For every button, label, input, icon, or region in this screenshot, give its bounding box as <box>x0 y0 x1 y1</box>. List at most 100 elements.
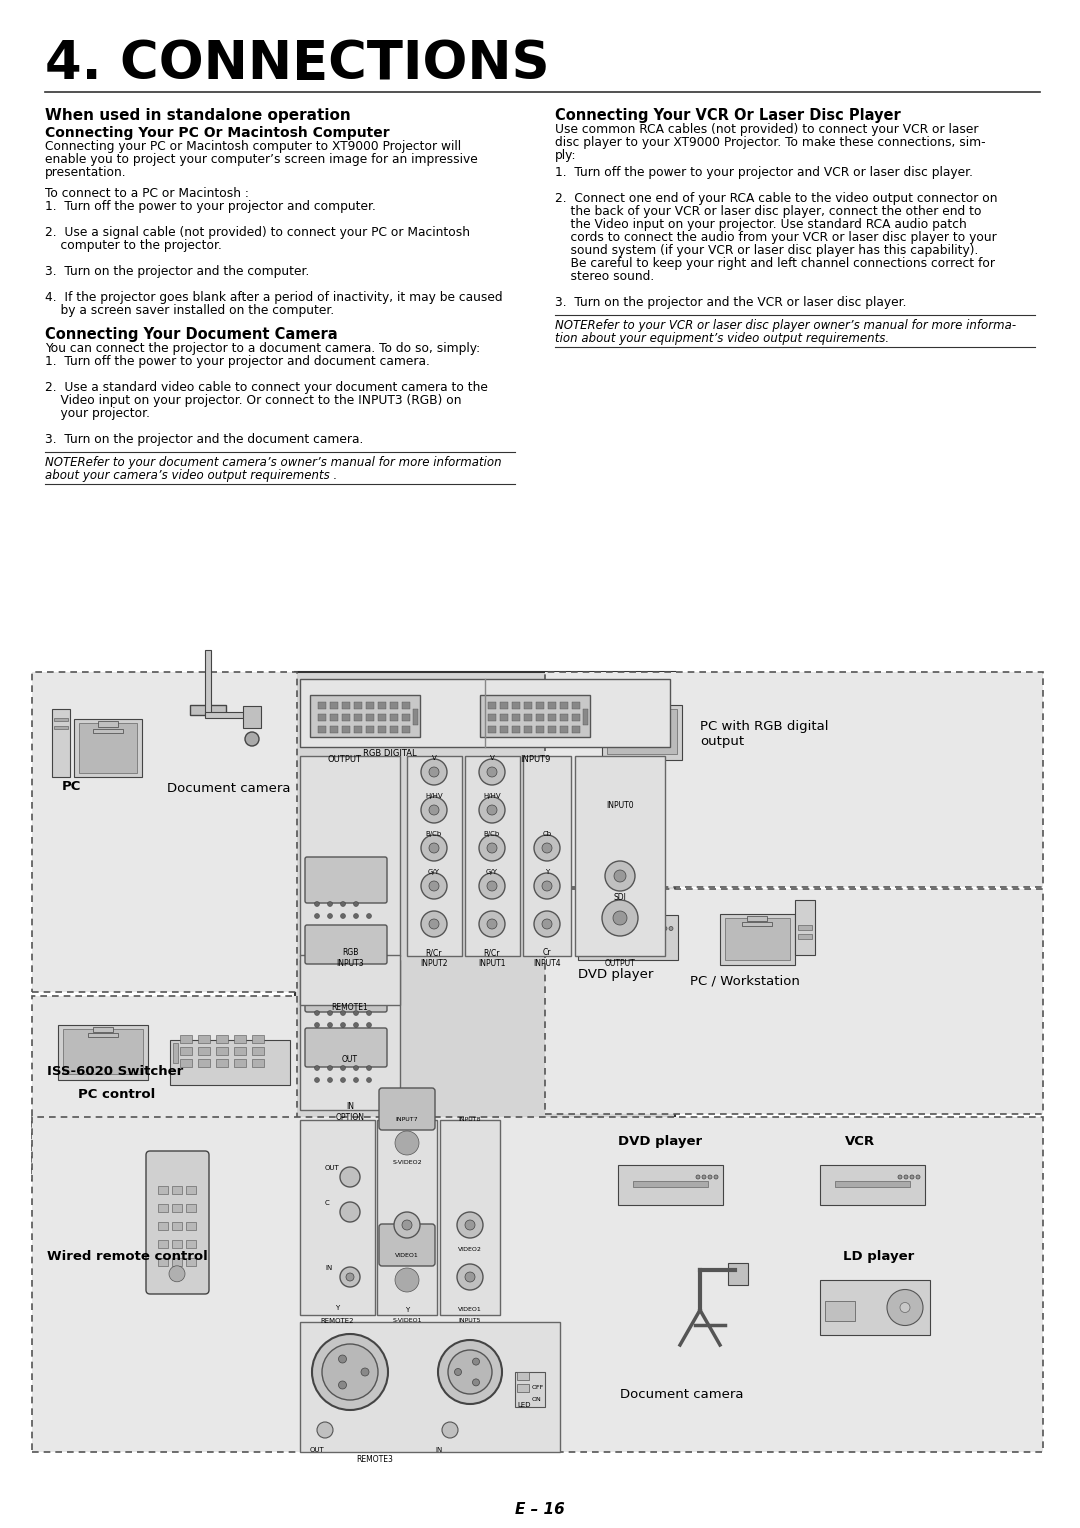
Circle shape <box>916 1175 920 1180</box>
Bar <box>300 756 400 957</box>
Circle shape <box>353 1022 359 1027</box>
Circle shape <box>314 1010 320 1016</box>
Bar <box>515 1372 545 1407</box>
Circle shape <box>421 834 447 860</box>
Text: presentation.: presentation. <box>45 167 126 179</box>
Bar <box>310 695 420 736</box>
Bar <box>172 1258 183 1265</box>
Bar <box>216 1059 228 1067</box>
Circle shape <box>480 872 505 898</box>
Text: 3.  Turn on the projector and the document camera.: 3. Turn on the projector and the documen… <box>45 432 363 446</box>
Bar <box>536 701 544 709</box>
Bar <box>512 714 519 721</box>
Bar <box>820 1280 930 1335</box>
Bar <box>330 714 338 721</box>
Text: 3.  Turn on the projector and the computer.: 3. Turn on the projector and the compute… <box>45 264 309 278</box>
Circle shape <box>366 1065 372 1071</box>
Bar <box>488 726 496 733</box>
Bar <box>561 714 568 721</box>
Circle shape <box>714 1175 718 1180</box>
Bar <box>75 720 141 778</box>
Bar <box>93 729 123 733</box>
FancyBboxPatch shape <box>32 672 297 992</box>
Bar <box>500 701 508 709</box>
Text: Document camera: Document camera <box>167 782 291 795</box>
Circle shape <box>473 1378 480 1386</box>
Bar <box>572 726 580 733</box>
Bar <box>354 701 362 709</box>
Bar <box>186 1258 195 1265</box>
Text: B/Cb: B/Cb <box>426 831 442 837</box>
Text: V: V <box>489 755 495 761</box>
Circle shape <box>438 1340 502 1404</box>
Text: the Video input on your projector. Use standard RCA audio patch: the Video input on your projector. Use s… <box>555 219 967 231</box>
Bar <box>593 934 663 940</box>
Circle shape <box>327 1077 333 1082</box>
Bar <box>172 1204 183 1212</box>
Text: INPUT2: INPUT2 <box>420 960 448 969</box>
Text: Wired remote control: Wired remote control <box>48 1250 207 1264</box>
Circle shape <box>657 926 661 931</box>
FancyBboxPatch shape <box>32 996 297 1181</box>
Circle shape <box>395 1131 419 1155</box>
Circle shape <box>353 1077 359 1082</box>
Circle shape <box>696 1175 700 1180</box>
Circle shape <box>421 759 447 785</box>
Text: INPUT8: INPUT8 <box>459 1117 482 1122</box>
Circle shape <box>429 805 438 814</box>
Circle shape <box>340 1203 360 1222</box>
Bar <box>633 1181 708 1187</box>
Text: Use common RCA cables (not provided) to connect your VCR or laser: Use common RCA cables (not provided) to … <box>555 122 978 136</box>
Circle shape <box>340 1022 346 1027</box>
Circle shape <box>327 1010 333 1016</box>
Bar <box>300 955 400 1005</box>
Circle shape <box>314 1077 320 1082</box>
Bar <box>79 723 137 773</box>
Circle shape <box>457 1212 483 1238</box>
Bar <box>342 701 350 709</box>
Text: OFF: OFF <box>532 1384 544 1390</box>
Bar <box>523 756 571 957</box>
Bar <box>58 1025 148 1080</box>
Bar <box>330 701 338 709</box>
Bar <box>607 709 677 755</box>
Bar <box>172 1239 183 1248</box>
Text: You can connect the projector to a document camera. To do so, simply:: You can connect the projector to a docum… <box>45 342 481 354</box>
Text: 1.  Turn off the power to your projector and computer.: 1. Turn off the power to your projector … <box>45 200 376 212</box>
Bar <box>627 714 657 718</box>
Bar <box>158 1186 168 1193</box>
FancyBboxPatch shape <box>305 924 387 964</box>
Bar <box>407 756 462 957</box>
Circle shape <box>353 1010 359 1016</box>
Bar <box>488 701 496 709</box>
Bar <box>354 714 362 721</box>
Circle shape <box>340 902 346 906</box>
Circle shape <box>429 843 438 853</box>
Bar <box>572 701 580 709</box>
Text: S-VIDEO2: S-VIDEO2 <box>392 1160 422 1164</box>
Text: VIDEO1: VIDEO1 <box>395 1253 419 1258</box>
Circle shape <box>327 902 333 906</box>
Bar <box>480 695 590 736</box>
Bar <box>465 756 519 957</box>
Circle shape <box>402 1219 411 1230</box>
Bar <box>366 714 374 721</box>
Text: 4. CONNECTIONS: 4. CONNECTIONS <box>45 38 550 90</box>
Bar <box>300 1120 375 1316</box>
Bar <box>561 726 568 733</box>
Bar <box>632 707 652 712</box>
Circle shape <box>887 1290 923 1325</box>
Bar <box>252 1047 264 1054</box>
Circle shape <box>245 732 259 746</box>
Bar <box>300 1322 561 1452</box>
Circle shape <box>314 926 320 931</box>
Bar <box>390 726 399 733</box>
Text: VCR: VCR <box>845 1135 875 1148</box>
Bar <box>54 726 68 729</box>
Circle shape <box>542 918 552 929</box>
Text: Y: Y <box>545 869 549 876</box>
Bar <box>820 1164 924 1206</box>
Text: 2.  Connect one end of your RCA cable to the video output connector on: 2. Connect one end of your RCA cable to … <box>555 193 998 205</box>
Bar <box>440 1120 500 1316</box>
Bar <box>330 726 338 733</box>
